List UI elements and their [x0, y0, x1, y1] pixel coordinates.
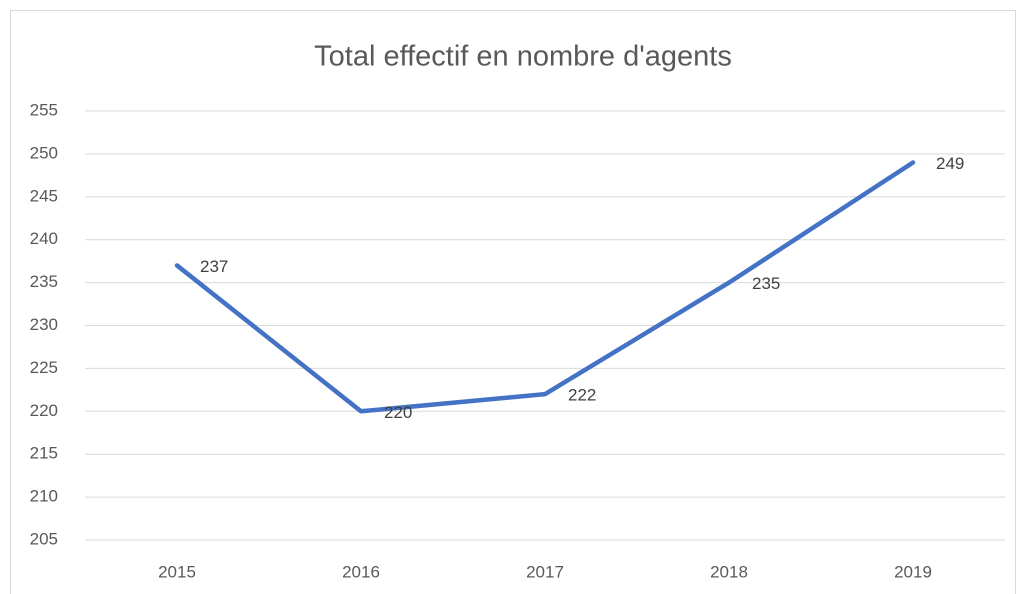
y-tick-label: 205: [30, 529, 58, 548]
data-label: 222: [568, 386, 596, 405]
y-tick-label: 230: [30, 315, 58, 334]
data-label: 249: [936, 154, 964, 173]
data-label: 237: [200, 257, 228, 276]
data-line: [174, 160, 916, 414]
y-tick-label: 220: [30, 401, 58, 420]
y-tick-label: 250: [30, 143, 58, 162]
y-tick-label: 255: [30, 100, 58, 119]
y-tick-label: 240: [30, 229, 58, 248]
y-tick-label: 235: [30, 272, 58, 291]
x-tick-label: 2015: [158, 562, 196, 581]
x-tick-label: 2018: [710, 562, 748, 581]
y-tick-label: 215: [30, 444, 58, 463]
x-tick-label: 2017: [526, 562, 564, 581]
chart-border: [10, 10, 1016, 594]
x-tick-label: 2019: [894, 562, 932, 581]
data-label: 220: [384, 403, 412, 422]
chart-title: Total effectif en nombre d'agents: [314, 41, 732, 73]
y-tick-label: 225: [30, 358, 58, 377]
x-tick-label: 2016: [342, 562, 380, 581]
data-label: 235: [752, 274, 780, 293]
y-tick-label: 210: [30, 487, 58, 506]
y-tick-label: 245: [30, 186, 58, 205]
